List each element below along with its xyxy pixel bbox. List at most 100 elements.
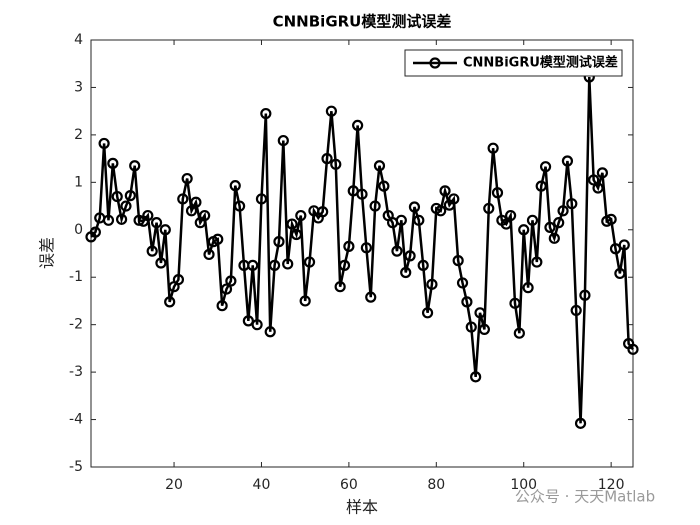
data-point — [181, 172, 193, 185]
y-tick-label: -2 — [69, 317, 83, 333]
data-point — [247, 259, 259, 271]
data-point — [421, 307, 434, 319]
data-point — [470, 371, 482, 383]
watermark: 公众号 · 天天Matlab — [515, 488, 655, 506]
data-point — [535, 180, 547, 192]
data-point — [618, 239, 630, 251]
data-point — [500, 218, 512, 230]
data-point — [400, 266, 412, 279]
data-point — [295, 209, 307, 222]
data-point — [574, 417, 587, 429]
data-point — [356, 188, 368, 200]
data-point — [303, 256, 316, 268]
data-point — [124, 190, 136, 202]
data-point — [107, 157, 119, 169]
x-tick-label: 80 — [427, 477, 445, 493]
data-point — [159, 224, 171, 236]
data-point — [220, 283, 233, 295]
data-point — [487, 142, 499, 154]
data-point — [448, 193, 460, 205]
data-point — [588, 174, 600, 186]
data-point — [561, 155, 574, 167]
data-point — [526, 214, 539, 226]
data-point — [216, 300, 228, 312]
data-point — [365, 291, 377, 303]
x-tick-label: 20 — [165, 477, 183, 493]
data-point — [251, 319, 263, 331]
data-point — [417, 259, 429, 271]
data-point — [404, 250, 416, 262]
y-axis-label: 误差 — [38, 237, 57, 269]
data-point — [260, 107, 272, 120]
data-point — [539, 161, 552, 173]
x-axis-label: 样本 — [346, 498, 378, 517]
data-point — [439, 185, 451, 197]
data-point — [461, 296, 473, 308]
data-point — [570, 304, 582, 317]
data-point — [614, 267, 626, 280]
data-point — [627, 343, 639, 355]
data-point — [456, 277, 469, 289]
data-point — [273, 236, 285, 248]
data-point — [544, 221, 556, 234]
data-point — [120, 200, 132, 212]
y-tick-label: -1 — [69, 269, 83, 285]
data-point — [352, 119, 364, 132]
data-point — [290, 228, 303, 241]
data-point — [98, 137, 110, 150]
x-tick-label: 60 — [340, 477, 358, 493]
data-point — [199, 209, 211, 222]
data-point — [426, 278, 438, 290]
data-point — [373, 160, 386, 172]
data-point — [465, 321, 477, 333]
data-point — [89, 226, 101, 238]
data-point — [242, 315, 254, 327]
data-point — [264, 326, 276, 338]
data-point — [509, 297, 521, 309]
data-point — [164, 296, 176, 308]
data-point — [478, 323, 490, 336]
data-point — [133, 214, 145, 226]
data-point — [378, 180, 390, 192]
data-point — [111, 190, 123, 203]
y-tick-label: -5 — [69, 459, 83, 475]
data-point — [596, 167, 609, 179]
data-point — [553, 217, 565, 229]
data-point — [474, 307, 486, 319]
data-point — [177, 193, 189, 205]
x-tick-label: 120 — [598, 477, 625, 493]
x-tick-label: 100 — [510, 477, 537, 493]
data-point — [317, 206, 329, 218]
plot-area — [90, 39, 634, 468]
data-point — [129, 160, 141, 172]
data-point — [548, 232, 560, 244]
chart-title: CNNBiGRU模型测试误差 — [273, 13, 452, 31]
data-point — [391, 245, 403, 257]
y-tick-label: -3 — [69, 364, 83, 380]
data-point — [518, 224, 530, 236]
data-point — [212, 233, 224, 245]
data-point — [338, 259, 351, 271]
data-point — [452, 255, 464, 267]
data-point — [102, 214, 115, 226]
data-point — [299, 295, 311, 307]
data-point — [155, 257, 167, 269]
data-line — [90, 76, 634, 424]
data-point — [172, 273, 185, 286]
data-point — [579, 289, 591, 301]
data-point — [321, 153, 333, 165]
data-point — [286, 218, 298, 230]
data-point — [531, 256, 543, 268]
data-point — [513, 327, 525, 339]
data-point — [282, 258, 294, 270]
legend-marker — [429, 57, 441, 69]
data-point — [566, 198, 578, 210]
y-tick-label: 3 — [74, 79, 83, 95]
data-point — [229, 180, 241, 192]
data-point — [234, 200, 246, 212]
data-point — [408, 201, 421, 213]
data-point — [609, 243, 622, 255]
data-point — [277, 134, 289, 147]
data-point — [185, 205, 198, 217]
